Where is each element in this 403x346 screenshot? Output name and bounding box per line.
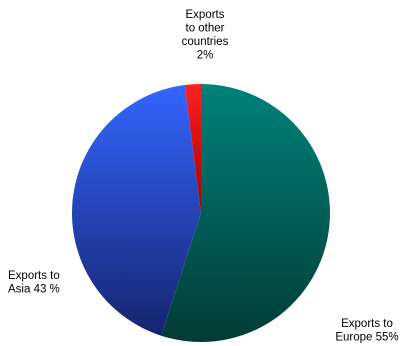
slice-label-line: Exports to <box>8 270 60 282</box>
slice-label-line: Europe 55% <box>335 332 398 344</box>
pie-slice-europe <box>161 84 330 343</box>
slice-labels: Exports to Europe 55%Exports to Asia 43 %E… <box>8 9 399 344</box>
pie-slice-asia <box>71 85 201 336</box>
slice-label-asia: Exports to Asia 43 % <box>8 270 60 296</box>
slice-label-line: 2% <box>197 50 214 62</box>
slice-label-line: countries <box>182 36 229 48</box>
slice-label-line: Exports to <box>341 318 393 330</box>
slice-label-line: Asia 43 % <box>8 284 60 296</box>
slice-label-europe: Exports to Europe 55% <box>335 318 398 344</box>
pie-slice-other <box>184 84 201 213</box>
pie-slices <box>71 84 330 343</box>
slice-label-line: to other <box>186 23 225 35</box>
slice-label-other: Exports to other countries 2% <box>182 9 229 62</box>
slice-label-line: Exports <box>186 9 225 21</box>
